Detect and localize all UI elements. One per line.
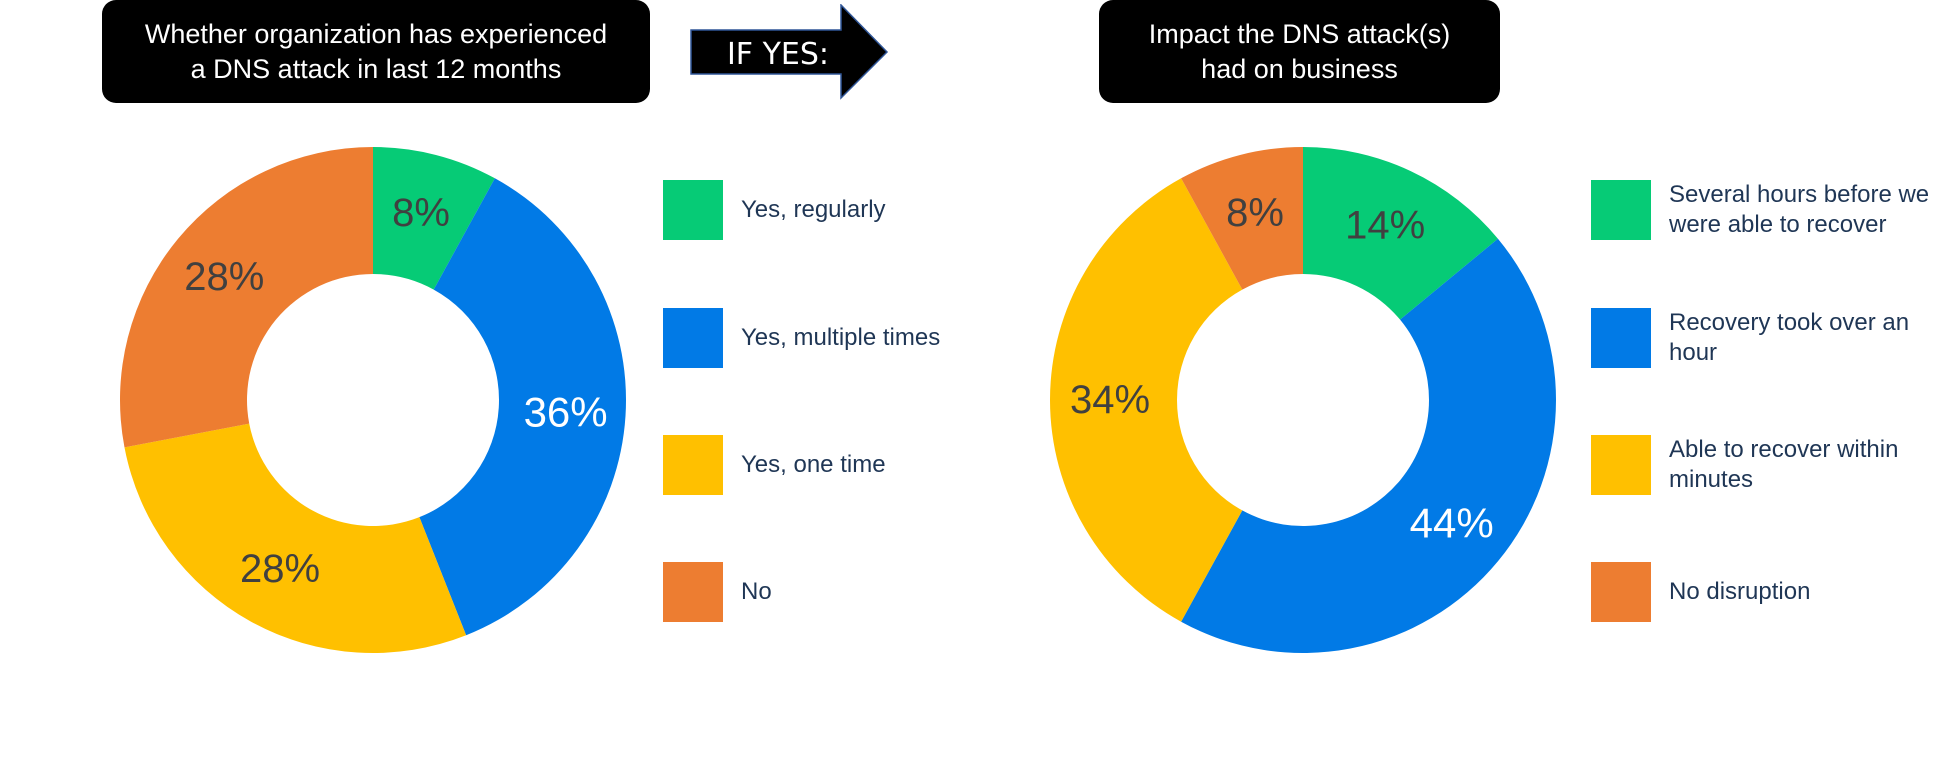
right-chart-title: Impact the DNS attack(s) had on business — [1099, 0, 1500, 103]
right-legend-swatch-3 — [1591, 562, 1651, 622]
right-legend-label-0: Several hours before we were able to rec… — [1669, 181, 1930, 238]
right-legend-label-3: No disruption — [1669, 578, 1811, 605]
left-slice-2 — [124, 423, 467, 653]
left-legend-label-1: Yes, multiple times — [741, 324, 941, 351]
right-legend-item-0: Several hours before we were able to rec… — [1591, 180, 1929, 240]
left-legend-item-0: Yes, regularly — [663, 180, 886, 240]
if-yes-label: IF YES: — [727, 37, 829, 72]
right-chart-title-text: Impact the DNS attack(s) had on business — [1148, 18, 1451, 84]
right-slice-label-3: 8% — [1226, 191, 1284, 235]
left-legend-item-2: Yes, one time — [663, 435, 886, 495]
left-slice-0 — [373, 147, 495, 290]
left-slice-3 — [119, 147, 373, 448]
right-slice-label-1: 44% — [1410, 500, 1494, 547]
right-slice-3 — [1181, 147, 1303, 290]
left-chart-title-text: Whether organization has experienced a D… — [144, 18, 608, 84]
right-slice-1 — [1181, 238, 1556, 653]
left-legend-label-2: Yes, one time — [741, 451, 886, 478]
right-legend-swatch-2 — [1591, 435, 1651, 495]
left-legend-swatch-3 — [663, 562, 723, 622]
left-legend-item-3: No — [663, 562, 772, 622]
left-legend-swatch-2 — [663, 435, 723, 495]
right-slice-2 — [1050, 178, 1243, 622]
right-legend-swatch-1 — [1591, 308, 1651, 368]
right-legend-label-1: Recovery took over an hour — [1669, 309, 1910, 366]
right-legend-item-2: Able to recover within minutes — [1591, 435, 1898, 495]
left-chart-title: Whether organization has experienced a D… — [102, 0, 650, 103]
right-arrow-icon: IF YES: — [690, 4, 889, 100]
right-legend-item-3: No disruption — [1591, 562, 1810, 622]
left-legend-item-1: Yes, multiple times — [663, 308, 940, 368]
left-legend-label-3: No — [741, 578, 772, 605]
left-slice-1 — [419, 178, 626, 636]
left-legend-swatch-1 — [663, 308, 723, 368]
left-slice-label-0: 8% — [392, 191, 450, 235]
right-slice-label-0: 14% — [1345, 203, 1425, 247]
left-legend-swatch-0 — [663, 180, 723, 240]
right-legend-swatch-0 — [1591, 180, 1651, 240]
left-legend-label-0: Yes, regularly — [741, 196, 886, 223]
right-legend-item-1: Recovery took over an hour — [1591, 308, 1909, 368]
right-slice-label-2: 34% — [1070, 378, 1150, 422]
left-slice-label-2: 28% — [240, 547, 320, 591]
right-slice-0 — [1303, 147, 1498, 320]
right-legend-label-2: Able to recover within minutes — [1669, 436, 1899, 493]
left-slice-label-1: 36% — [524, 389, 608, 436]
left-slice-label-3: 28% — [184, 255, 264, 299]
